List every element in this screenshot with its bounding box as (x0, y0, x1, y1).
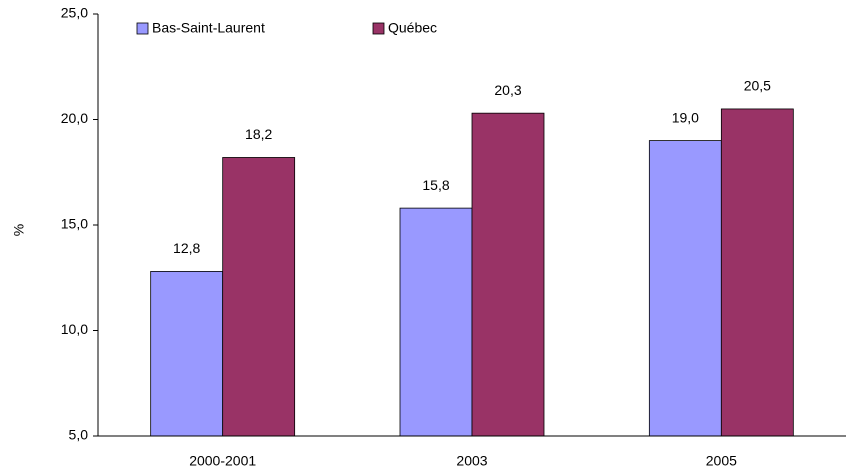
bar (648, 140, 722, 437)
data-label: 12,8 (173, 240, 200, 256)
legend-label: Bas-Saint-Laurent (152, 20, 265, 36)
y-tick-label: 10,0 (61, 321, 88, 337)
data-label: 20,3 (494, 82, 521, 98)
y-tick-label: 5,0 (69, 427, 89, 443)
bar (150, 271, 224, 437)
y-tick-label: 25,0 (61, 5, 88, 21)
y-tick-label: 20,0 (61, 110, 88, 126)
legend-swatch (136, 22, 149, 35)
bar (222, 157, 296, 437)
x-tick-label: 2000-2001 (189, 453, 256, 469)
data-label: 15,8 (422, 177, 449, 193)
data-label: 19,0 (672, 109, 699, 125)
x-tick-label: 2005 (706, 453, 737, 469)
x-tick-label: 2003 (456, 453, 487, 469)
bar (720, 108, 794, 437)
bar (399, 207, 473, 437)
data-label: 20,5 (744, 78, 771, 94)
legend-label: Québec (388, 20, 437, 36)
y-tick-label: 15,0 (61, 216, 88, 232)
y-axis-label: % (11, 224, 27, 236)
bar (471, 112, 545, 437)
legend-swatch (372, 22, 385, 35)
data-label: 18,2 (245, 126, 272, 142)
